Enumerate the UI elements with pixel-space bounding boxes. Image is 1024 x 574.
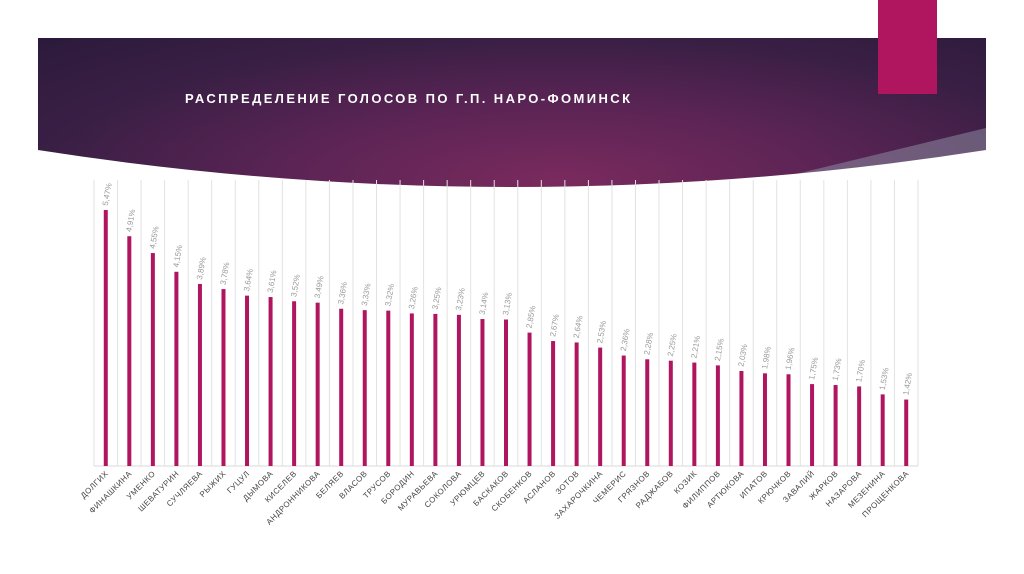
value-label: 1,70% — [854, 359, 867, 383]
bar — [150, 253, 155, 466]
bar — [292, 301, 297, 466]
bar — [692, 362, 697, 466]
bar — [715, 365, 720, 466]
bar — [574, 342, 579, 466]
bar — [739, 370, 744, 466]
value-label: 3,89% — [195, 256, 208, 280]
value-label: 2,03% — [737, 343, 750, 367]
bar — [103, 210, 108, 466]
value-label: 2,15% — [713, 338, 726, 362]
bar — [621, 355, 626, 466]
slide-header — [38, 38, 986, 188]
value-label: 4,91% — [124, 209, 137, 233]
value-label: 2,67% — [548, 313, 561, 337]
bar — [598, 347, 603, 466]
value-label: 1,53% — [878, 367, 891, 391]
value-label: 1,73% — [831, 357, 844, 381]
bar — [810, 384, 815, 466]
value-label: 2,64% — [572, 315, 585, 339]
value-label: 3,64% — [242, 268, 255, 292]
value-label: 3,14% — [478, 291, 491, 315]
value-label: 1,42% — [901, 372, 914, 396]
value-label: 1,98% — [760, 346, 773, 370]
value-label: 5,47% — [101, 182, 114, 206]
value-label: 3,78% — [219, 262, 232, 286]
bar — [221, 289, 226, 466]
value-label: 2,28% — [642, 332, 655, 356]
bar — [127, 236, 132, 466]
accent-tab — [878, 0, 937, 94]
value-label: 3,33% — [360, 283, 373, 307]
bar — [433, 313, 438, 466]
bar — [786, 374, 791, 466]
value-label: 3,13% — [501, 292, 514, 316]
value-label: 3,52% — [289, 274, 302, 298]
bar — [174, 271, 179, 466]
value-label: 3,49% — [313, 275, 326, 299]
value-label: 3,32% — [383, 283, 396, 307]
value-label: 3,36% — [336, 281, 349, 305]
bar — [668, 360, 673, 466]
bar — [762, 373, 767, 466]
bar — [197, 283, 202, 466]
value-label: 2,53% — [595, 320, 608, 344]
chart-title: РАСПРЕДЕЛЕНИЕ ГОЛОСОВ ПО Г.П. НАРО-ФОМИН… — [185, 91, 633, 106]
value-label: 2,85% — [525, 305, 538, 329]
bar — [339, 308, 344, 466]
bar — [904, 399, 909, 466]
value-label: 1,75% — [807, 357, 820, 381]
value-label: 3,26% — [407, 286, 420, 310]
bar — [409, 313, 414, 466]
category-label: РЫЖИХ — [198, 469, 228, 499]
bar — [386, 310, 391, 466]
header-curve — [38, 128, 986, 188]
grid-layer — [93, 180, 919, 467]
value-label: 2,36% — [619, 328, 632, 352]
value-label: 1,96% — [784, 347, 797, 371]
value-label: 3,23% — [454, 287, 467, 311]
bar — [480, 319, 485, 466]
value-label: 3,61% — [266, 269, 279, 293]
bar — [504, 319, 508, 466]
bar — [880, 394, 885, 466]
value-label: 4,15% — [172, 244, 185, 268]
bar — [456, 314, 461, 466]
category-label-layer: ДОЛГИХФИНАШКИНАУМЕНКОШЕВАТУРИНСУЧЛЯЕВАРЫ… — [79, 469, 911, 527]
bar — [315, 302, 320, 466]
value-label: 2,25% — [666, 333, 679, 357]
bar — [527, 332, 532, 466]
bar — [857, 386, 862, 466]
bar — [551, 341, 556, 466]
bar — [833, 385, 838, 466]
value-label: 2,21% — [689, 335, 702, 359]
bar — [362, 310, 367, 466]
value-label: 4,55% — [148, 225, 161, 249]
bar-layer — [103, 210, 909, 466]
bar — [245, 295, 250, 466]
value-label-layer: 5,47% 4,91% 4,55% 4,15% 3,89% 3,78% 3,64% 3,61%… — [101, 182, 914, 395]
bar — [645, 359, 650, 466]
bar — [268, 297, 273, 466]
value-label: 3,25% — [430, 286, 443, 310]
